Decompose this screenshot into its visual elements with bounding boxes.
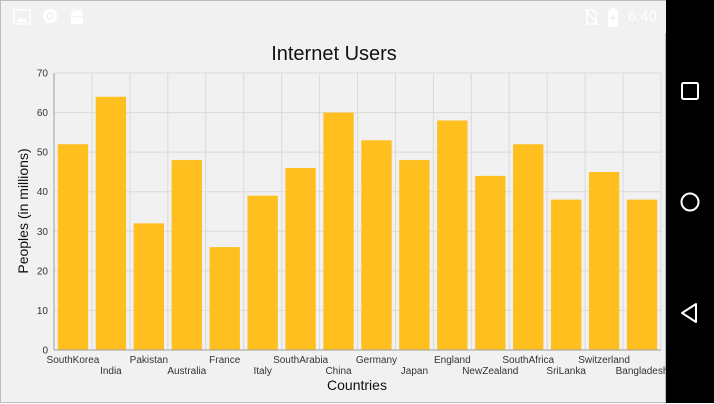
bar-southkorea[interactable] — [57, 144, 89, 350]
x-tick-label: Australia — [167, 366, 206, 377]
x-tick-label: Italy — [253, 366, 271, 377]
bar-germany[interactable] — [361, 140, 392, 350]
bar-england[interactable] — [437, 120, 468, 350]
x-tick-label: Switzerland — [578, 355, 630, 366]
image-icon — [13, 9, 31, 25]
navigation-bar — [666, 0, 714, 403]
y-tick-label: 50 — [37, 148, 49, 159]
no-sim-icon — [584, 8, 599, 26]
bar-srilanka[interactable] — [550, 199, 582, 350]
bar-bangladesh[interactable] — [626, 199, 658, 350]
app-screen: 6:40 Internet Users 0 10 20 30 40 50 60 70 Sout… — [0, 0, 667, 403]
back-button[interactable] — [676, 299, 704, 327]
x-tick-label: SouthKorea — [47, 355, 100, 366]
bar-china[interactable] — [323, 112, 354, 350]
x-tick-label: SriLanka — [546, 366, 586, 377]
y-tick-label: 0 — [42, 346, 48, 357]
x-tick-label: England — [434, 355, 471, 366]
bar-india[interactable] — [95, 96, 127, 350]
chart-title: Internet Users — [271, 43, 397, 65]
bar-chart: Internet Users 0 10 20 30 40 50 60 70 SouthKore… — [15, 43, 667, 393]
bar-france[interactable] — [209, 247, 240, 350]
x-tick-label: China — [325, 366, 352, 377]
bar-southarabia[interactable] — [285, 167, 316, 350]
bars — [57, 96, 658, 350]
x-tick-label: Bangladesh — [616, 366, 667, 377]
x-tick-label: Japan — [401, 366, 428, 377]
bar-switzerland[interactable] — [588, 171, 620, 350]
status-time: 6:40 — [627, 8, 657, 25]
y-axis-title: Peoples (in millions) — [15, 148, 31, 273]
y-tick-label: 40 — [37, 187, 49, 198]
x-tick-label: France — [209, 355, 241, 366]
x-tick-label: SouthAfrica — [502, 355, 554, 366]
y-tick-label: 70 — [37, 69, 49, 80]
home-button[interactable] — [676, 188, 704, 216]
y-tick-label: 20 — [37, 266, 49, 277]
x-axis-title: Countries — [327, 377, 387, 393]
x-tick-label: Germany — [356, 355, 397, 366]
bar-australia[interactable] — [171, 160, 202, 350]
bar-italy[interactable] — [247, 195, 278, 350]
bar-southafrica[interactable] — [513, 144, 544, 350]
bar-pakistan[interactable] — [133, 223, 165, 350]
android-icon — [71, 8, 83, 24]
y-tick-label: 30 — [37, 227, 49, 238]
x-tick-label: India — [100, 366, 122, 377]
battery-charging-icon — [608, 8, 618, 27]
status-bar: 6:40 — [1, 1, 667, 33]
x-tick-label: NewZealand — [462, 366, 518, 377]
x-tick-label: SouthArabia — [273, 355, 328, 366]
y-tick-label: 10 — [37, 306, 49, 317]
x-tick-label: Pakistan — [130, 355, 168, 366]
chat-sync-icon — [43, 9, 57, 25]
bar-newzealand[interactable] — [475, 175, 506, 350]
recents-button[interactable] — [676, 77, 704, 105]
y-tick-label: 60 — [37, 108, 49, 119]
bar-japan[interactable] — [399, 160, 430, 350]
y-tick-labels: 0 10 20 30 40 50 60 70 — [37, 69, 49, 357]
